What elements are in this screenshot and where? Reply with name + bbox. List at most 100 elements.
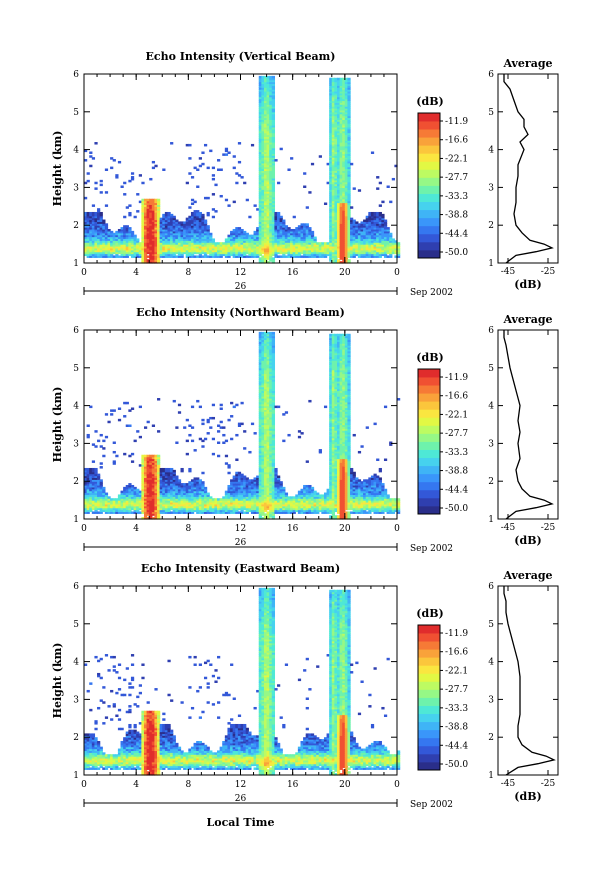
heatmap-cell (201, 244, 205, 247)
heatmap-cell (112, 159, 116, 162)
heatmap-cell (258, 196, 262, 200)
heatmap-cell (263, 85, 268, 88)
heatmap-cell (86, 172, 90, 175)
heatmap-cell (217, 247, 221, 251)
heatmap-cell (170, 481, 174, 484)
heatmap-cell (329, 187, 333, 190)
heatmap-cell (117, 494, 122, 497)
heatmap-cell (266, 126, 270, 130)
heatmap-cell (190, 236, 195, 240)
heatmap-cell (339, 100, 343, 103)
heatmap-cell (331, 123, 335, 126)
heatmap-cell (130, 507, 135, 511)
heatmap-cell (172, 245, 176, 249)
heatmap-cell (339, 253, 343, 257)
heatmap-cell (263, 230, 268, 234)
heatmap-cell (258, 200, 262, 204)
heatmap-cell (295, 227, 299, 230)
heatmap-cell (217, 159, 221, 162)
heatmap-cell (347, 119, 351, 122)
heatmap-cell (237, 238, 242, 241)
heatmap-cell (154, 210, 158, 213)
heatmap-cell (141, 464, 145, 467)
heatmap-cell (339, 194, 343, 198)
heatmap-cell (133, 503, 137, 507)
heatmap-cell (258, 238, 262, 241)
heatmap-cell (159, 473, 163, 477)
heatmap-cell (316, 242, 320, 245)
heatmap-cell (373, 242, 377, 245)
heatmap-cell (344, 230, 349, 234)
heatmap-cell (342, 142, 346, 145)
heatmap-cell (149, 223, 153, 226)
heatmap-cell (360, 223, 364, 226)
heatmap-cell (373, 228, 377, 232)
heatmap-cell (329, 191, 333, 194)
heatmap-cell (368, 247, 372, 251)
heatmap-cell (389, 200, 393, 204)
heatmap-cell (188, 242, 192, 245)
heatmap-cell (190, 244, 195, 247)
heatmap-cell (376, 247, 380, 251)
heatmap-cell (339, 85, 343, 88)
heatmap-cell (203, 228, 208, 232)
heatmap-cell (376, 232, 380, 236)
heatmap-cell (185, 496, 189, 499)
heatmap-cell (339, 232, 343, 236)
heatmap-cell (185, 219, 189, 223)
heatmap-cell (219, 247, 223, 251)
heatmap-cell (167, 225, 171, 228)
heatmap-cell (248, 496, 252, 499)
heatmap-cell (253, 509, 257, 513)
heatmap-cell (344, 185, 349, 188)
heatmap-cell (162, 486, 166, 490)
heatmap-cell (352, 238, 356, 241)
heatmap-cell (217, 503, 221, 507)
heatmap-cell (94, 225, 98, 228)
heatmap-cell (107, 251, 111, 255)
heatmap-cell (342, 245, 346, 249)
heatmap-cell (125, 486, 129, 490)
heatmap-cell (193, 488, 197, 492)
heatmap-cell (266, 251, 270, 255)
heatmap-cell (269, 230, 273, 234)
heatmap-cell (164, 242, 169, 245)
heatmap-cell (310, 244, 315, 247)
heatmap-cell (334, 87, 338, 90)
heatmap-cell (303, 238, 307, 241)
heatmap-cell (164, 230, 169, 234)
heatmap-cell (227, 486, 231, 490)
heatmap-cell (269, 153, 273, 156)
heatmap-cell (164, 240, 169, 243)
heatmap-cell (256, 494, 260, 497)
heatmap-cell (339, 111, 343, 115)
heatmap-cell (120, 251, 124, 255)
heatmap-cell (363, 238, 367, 241)
heatmap-cell (214, 500, 218, 503)
heatmap-cell (99, 507, 103, 511)
heatmap-cell (193, 236, 197, 240)
heatmap-cell (344, 217, 349, 221)
heatmap-cell (157, 202, 161, 206)
heatmap-cell (253, 255, 257, 258)
heatmap-cell (305, 247, 309, 251)
heatmap-cell (203, 496, 208, 499)
heatmap-cell (110, 157, 114, 160)
heatmap-cell (86, 211, 90, 215)
heatmap-cell (185, 234, 189, 238)
heatmap-cell (112, 509, 116, 513)
heatmap-cell (245, 498, 249, 501)
heatmap-cell (157, 475, 161, 479)
heatmap-cell (297, 240, 302, 243)
heatmap-cell (201, 238, 205, 241)
heatmap-cell (334, 187, 338, 190)
heatmap-cell (292, 244, 296, 247)
heatmap-cell (282, 251, 286, 255)
heatmap-cell (117, 228, 122, 232)
heatmap-cell (266, 217, 270, 221)
heatmap-cell (159, 236, 163, 240)
heatmap-cell (201, 511, 205, 514)
heatmap-cell (167, 242, 171, 245)
heatmap-cell (263, 168, 268, 171)
heatmap-cell (167, 509, 171, 513)
